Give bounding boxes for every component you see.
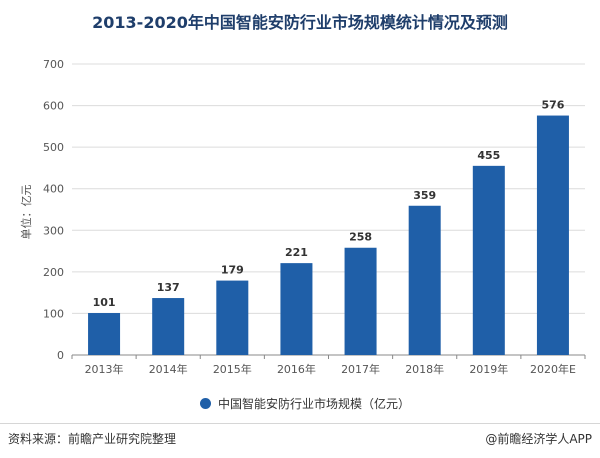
bar xyxy=(88,313,121,355)
x-tick-label: 2017年 xyxy=(341,362,380,376)
data-label: 258 xyxy=(349,231,372,244)
y-tick-label: 400 xyxy=(43,183,64,196)
data-label: 221 xyxy=(285,246,308,259)
bar xyxy=(216,280,249,355)
y-axis-label: 单位：亿元 xyxy=(19,185,33,240)
chart-title: 2013-2020年中国智能安防行业市场规模统计情况及预测 xyxy=(92,13,508,32)
y-tick-label: 600 xyxy=(43,100,64,113)
data-label: 179 xyxy=(221,264,244,277)
bar-layer xyxy=(88,115,569,355)
y-tick-label: 300 xyxy=(43,224,64,237)
bar xyxy=(472,165,505,355)
y-tick-label: 500 xyxy=(43,141,64,154)
source-note: 资料来源：前瞻产业研究院整理 xyxy=(8,432,177,446)
y-tick-label: 200 xyxy=(43,266,64,279)
data-label: 137 xyxy=(157,281,180,294)
data-label: 101 xyxy=(93,296,116,309)
x-tick-label: 2016年 xyxy=(277,362,316,376)
x-tick-label: 2018年 xyxy=(405,362,444,376)
legend-label: 中国智能安防行业市场规模（亿元） xyxy=(218,397,411,411)
data-label: 455 xyxy=(477,149,500,162)
legend: 中国智能安防行业市场规模（亿元） xyxy=(200,395,410,412)
credit-note: @前瞻经济学人APP xyxy=(485,432,592,446)
bar xyxy=(280,263,313,355)
bar xyxy=(152,298,185,355)
x-tick-label: 2020年E xyxy=(530,362,576,376)
y-tick-label: 0 xyxy=(57,349,64,362)
bar-chart: 单位：亿元 0 100 200 300 400 500 600 700 101 2013年 137 2… xyxy=(19,58,586,376)
x-tick-label: 2015年 xyxy=(213,362,252,376)
x-tick-label: 2014年 xyxy=(149,362,188,376)
bar xyxy=(344,247,377,355)
legend-swatch xyxy=(200,398,211,409)
bar xyxy=(408,205,441,355)
label-layer: 0 100 200 300 400 500 600 700 101 2013年 137 2014年 17… xyxy=(43,58,576,376)
x-tick-label: 2019年 xyxy=(469,362,508,376)
x-tick-label: 2013年 xyxy=(85,362,124,376)
footer-divider xyxy=(0,423,600,424)
grid-layer xyxy=(71,63,586,359)
y-tick-label: 100 xyxy=(43,307,64,320)
y-tick-label: 700 xyxy=(43,58,64,71)
data-label: 576 xyxy=(541,99,564,112)
data-label: 359 xyxy=(413,189,436,202)
bar xyxy=(536,115,569,355)
